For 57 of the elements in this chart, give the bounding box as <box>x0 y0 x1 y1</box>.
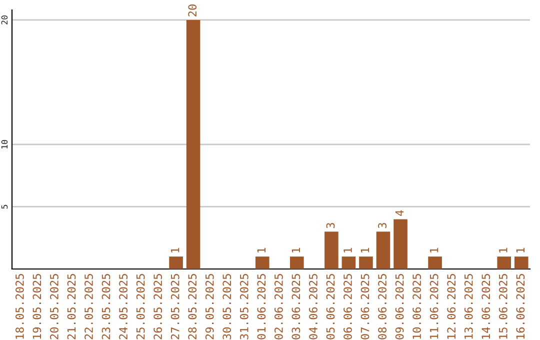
x-tick-label: 11.06.2025 <box>430 274 438 339</box>
bar <box>359 256 373 269</box>
bar <box>169 256 183 269</box>
x-tick-label: 26.05.2025 <box>154 274 162 340</box>
bar <box>514 256 528 269</box>
x-tick-label: 06.06.2025 <box>344 274 352 340</box>
data-label: 1 <box>499 248 508 252</box>
x-tick-label: 19.05.2025 <box>32 274 42 339</box>
x-tick-label: 29.05.2025 <box>205 274 214 340</box>
x-tick-label: 22.05.2025 <box>84 274 93 340</box>
data-label: 3 <box>378 223 386 228</box>
x-tick-label: 01.06.2025 <box>257 274 266 340</box>
bar <box>394 219 408 269</box>
x-tick-label: 05.06.2025 <box>326 274 335 340</box>
data-label: 20 <box>188 4 197 16</box>
x-tick-label: 14.06.2025 <box>482 274 490 339</box>
x-tick-label: 23.05.2025 <box>102 274 110 340</box>
bar <box>497 256 512 269</box>
data-label: 1 <box>344 248 352 252</box>
x-tick-label: 24.05.2025 <box>119 274 128 340</box>
x-tick-label: 15.06.2025 <box>498 274 508 339</box>
data-label: 3 <box>326 223 335 228</box>
data-label: 1 <box>516 248 524 252</box>
x-tick-label: 20.05.2025 <box>50 274 58 340</box>
x-tick-label: 04.06.2025 <box>309 274 318 340</box>
bar <box>324 232 338 269</box>
x-tick-label: 02.06.2025 <box>274 274 283 340</box>
bar <box>255 256 270 269</box>
y-tick-label: 5 <box>1 204 8 209</box>
y-tick-label: 10 <box>1 140 8 148</box>
x-tick-label: 03.06.2025 <box>292 274 300 340</box>
x-tick-label: 10.06.2025 <box>412 274 422 339</box>
bar <box>342 256 356 269</box>
x-tick-label: 25.05.2025 <box>136 274 145 340</box>
data-label: 1 <box>292 248 300 252</box>
x-tick-label: 08.06.2025 <box>378 274 386 340</box>
x-tick-label: 12.06.2025 <box>447 274 456 339</box>
x-tick-label: 31.05.2025 <box>240 274 248 340</box>
x-tick-label: 27.05.2025 <box>170 274 180 340</box>
x-tick-label: 21.05.2025 <box>67 274 76 340</box>
x-tick-label: 28.05.2025 <box>188 274 197 340</box>
y-tick-label: 20 <box>1 15 8 24</box>
bar <box>186 20 200 269</box>
x-tick-label: 16.06.2025 <box>516 274 525 339</box>
x-tick-label: 07.06.2025 <box>360 274 370 340</box>
x-tick-label: 30.05.2025 <box>222 274 232 340</box>
bar <box>376 232 390 269</box>
data-label: 1 <box>360 248 370 252</box>
x-tick-label: 09.06.2025 <box>395 274 404 340</box>
bar <box>290 256 304 269</box>
data-label: 4 <box>395 210 404 216</box>
bar <box>428 256 442 269</box>
x-tick-label: 13.06.2025 <box>464 274 473 339</box>
data-label: 1 <box>171 248 180 252</box>
x-tick-label: 18.05.2025 <box>15 274 24 339</box>
data-label: 1 <box>430 248 438 252</box>
data-label: 1 <box>257 248 266 252</box>
